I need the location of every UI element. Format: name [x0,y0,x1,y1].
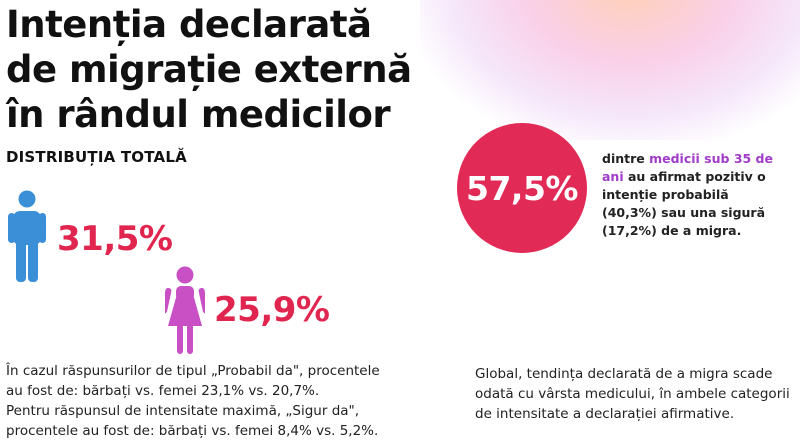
title-line-3: în rândul medicilor [6,93,391,136]
gender-breakdown-note: În cazul răspunsurilor de tipul „Probabi… [6,361,446,441]
male-person-icon [8,190,46,282]
male-percent: 31,5% [57,219,173,259]
note-right-line: de intensitate a declarației afirmative. [475,406,735,422]
title-line-1: Intenția declarată [6,3,372,46]
subtitle: DISTRIBUȚIA TOTALĂ [6,148,187,166]
decorative-gradient [420,0,800,140]
highlight-text-after: au afirmat pozitiv o intenție probabilă … [602,169,766,238]
age-trend-note: Global, tendința declarată de a migra sc… [475,364,795,424]
highlight-description: dintre medicii sub 35 de ani au afirmat … [602,150,787,240]
note-left-line: au fost de: bărbați vs. femei 23,1% vs. … [6,383,320,399]
female-percent: 25,9% [214,290,330,330]
highlight-value: 57,5% [466,168,579,208]
female-person-icon [165,266,205,354]
title-line-2: de migrație externă [6,48,412,91]
page-title: Intenția declarată de migrație externă î… [6,2,412,137]
note-left-line: În cazul răspunsurilor de tipul „Probabi… [6,363,380,379]
highlight-circle: 57,5% [457,123,587,253]
highlight-text-before: dintre [602,151,650,166]
note-left-line: Pentru răspunsul de intensitate maximă, … [6,403,360,419]
note-right-line: Global, tendința declarată de a migra sc… [475,366,773,382]
highlight-text-emphasis: medicii sub 35 de ani [602,151,773,184]
note-left-line: procentele au fost de: bărbați vs. femei… [6,423,379,439]
note-right-line: odată cu vârsta medicului, în ambele cat… [475,386,790,402]
